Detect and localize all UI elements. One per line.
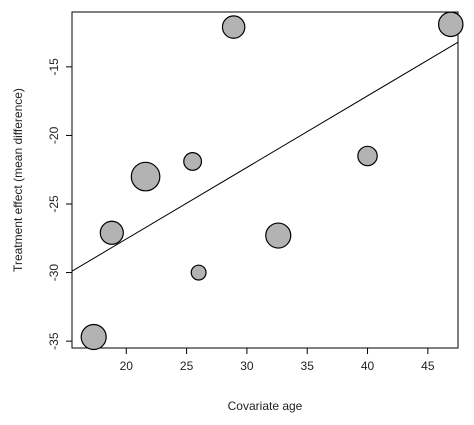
y-tick-label: -25 [47,195,61,213]
y-tick-label: -30 [47,264,61,282]
x-axis: 20 25 30 35 40 45 [120,347,435,373]
data-bubble [80,323,107,351]
data-bubble [130,161,161,192]
data-bubble [265,222,292,249]
data-bubble [221,15,246,39]
x-tick-label: 25 [180,359,194,373]
regression-line-group [71,41,459,272]
x-tick-label: 35 [301,359,315,373]
data-bubble [99,220,124,245]
x-axis-label: Covariate age [228,399,303,413]
regression-line [71,41,459,272]
x-tick-label: 30 [240,359,254,373]
y-tick-label: -15 [47,58,61,76]
data-bubble [357,145,378,167]
plot-area-frame [71,11,459,349]
x-tick-label: 20 [120,359,134,373]
y-axis-label: Treatment effect (mean difference) [11,88,25,272]
bubble-group [80,11,464,351]
x-tick-label: 45 [421,359,435,373]
data-bubble [183,152,203,171]
data-bubble [190,264,207,281]
y-axis: -35 -30 -25 -20 -15 [47,58,73,350]
y-tick-label: -35 [47,332,61,350]
x-tick-label: 40 [361,359,375,373]
y-tick-label: -20 [47,126,61,144]
data-bubble [437,11,464,38]
